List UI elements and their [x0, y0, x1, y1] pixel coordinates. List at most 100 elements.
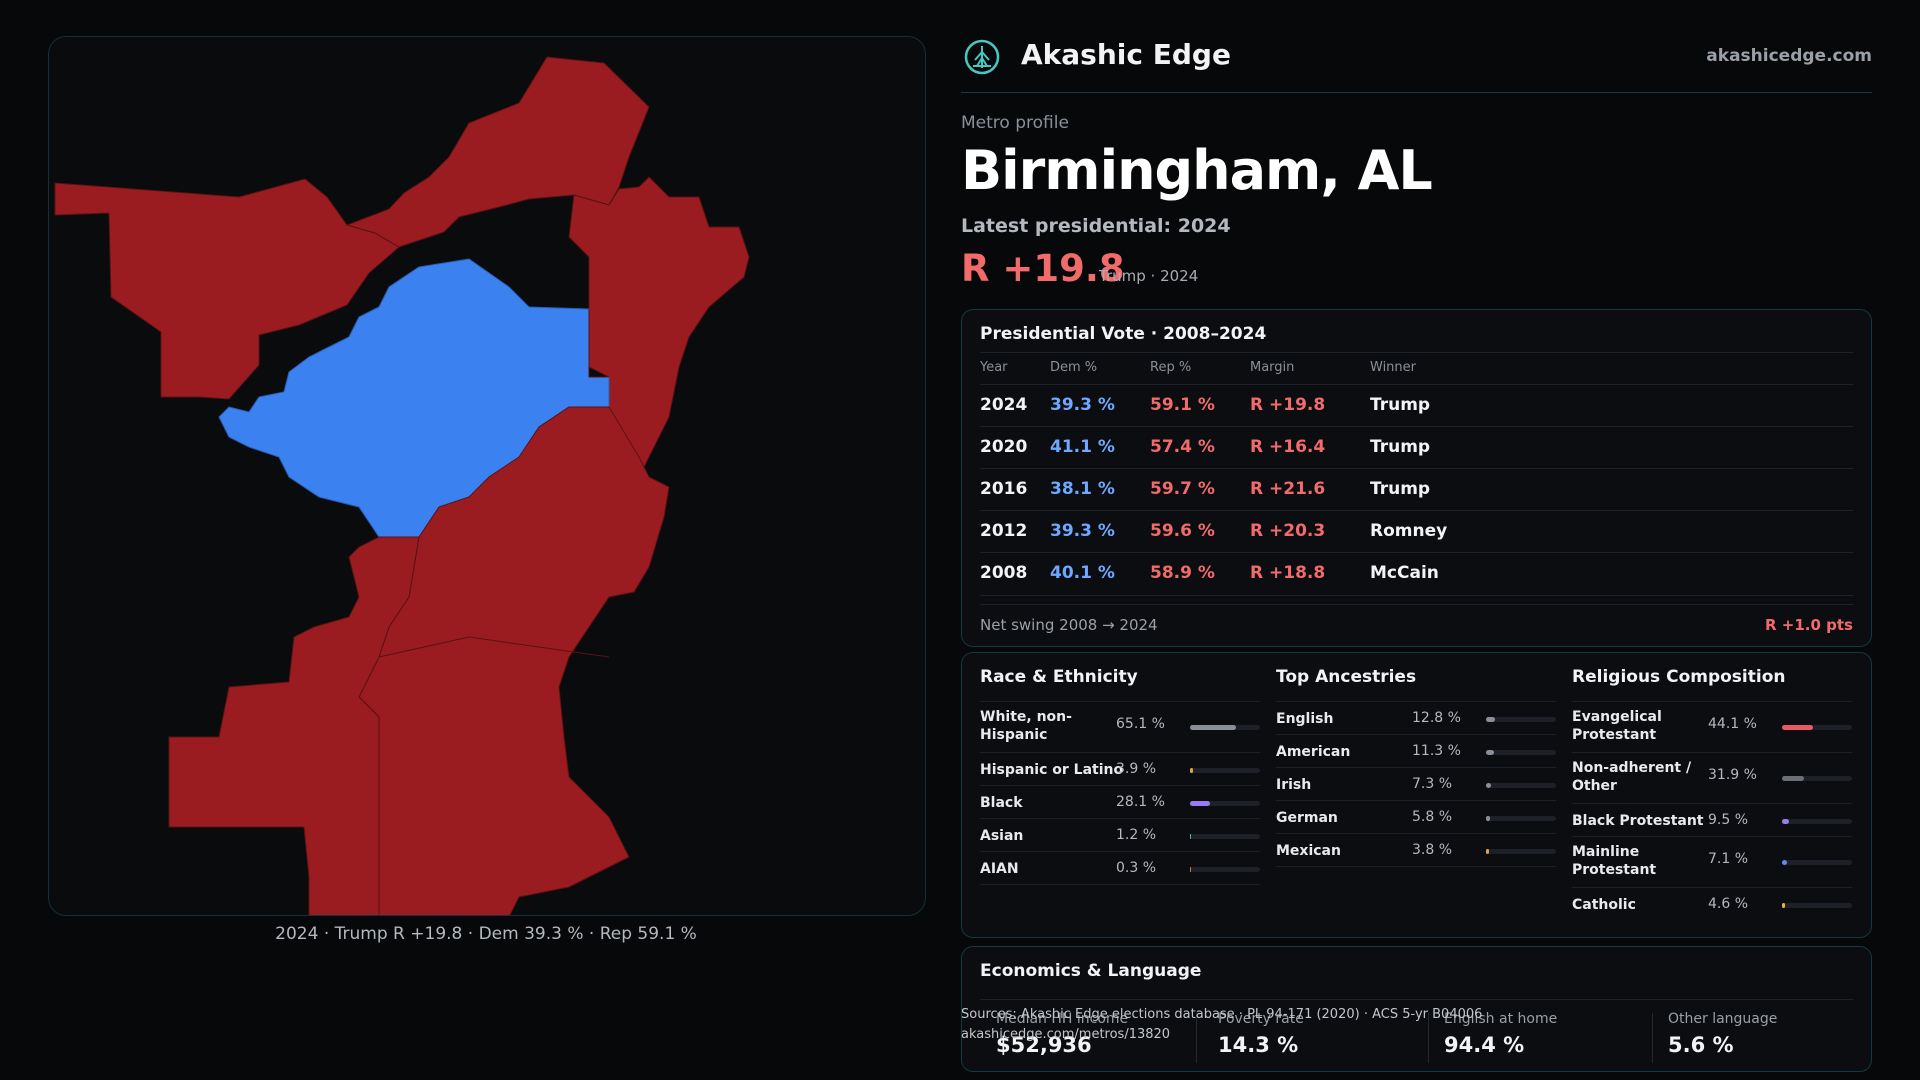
stat-pct: 12.8 % — [1412, 710, 1461, 726]
tree-circle-icon — [963, 38, 1001, 80]
eyebrow-label: Metro profile — [961, 113, 1069, 133]
stat-bar-fill — [1190, 867, 1192, 872]
econ-label: English at home — [1444, 1011, 1558, 1027]
county-border-line — [378, 636, 610, 658]
section-title: Religious Composition — [1572, 667, 1786, 687]
stat-bar — [1486, 717, 1556, 722]
divider — [980, 352, 1853, 353]
stat-name: Mainline Protestant — [1572, 844, 1657, 878]
stat-pct: 44.1 % — [1708, 716, 1757, 732]
winner-cell: Trump — [1370, 479, 1431, 499]
stat-bar — [1782, 860, 1852, 865]
year-cell: 2016 — [980, 479, 1028, 499]
net-swing-value: R +1.0 pts — [1765, 616, 1853, 634]
stat-name: English — [1276, 711, 1334, 727]
econ-label: Other language — [1668, 1011, 1778, 1027]
table-row[interactable]: 2024 39.3 % 59.1 % R +19.8 Trump — [980, 384, 1853, 427]
stat-name: American — [1276, 744, 1351, 760]
stat-name: Catholic — [1572, 897, 1636, 913]
stat-bar-fill — [1486, 717, 1495, 722]
county-north-west[interactable] — [54, 178, 400, 400]
winner-cell: Trump — [1370, 395, 1431, 415]
stat-bar — [1486, 816, 1556, 821]
brand-header: Akashic Edge akashicedge.com — [961, 34, 1872, 93]
stat-name: Black Protestant — [1572, 813, 1704, 829]
county-map[interactable] — [48, 36, 926, 916]
table-row[interactable]: 2012 39.3 % 59.6 % R +20.3 Romney — [980, 510, 1853, 553]
stat-row: English 12.8 % — [1276, 701, 1556, 734]
stat-row: Irish 7.3 % — [1276, 767, 1556, 800]
econ-label: Median HH income — [996, 1011, 1129, 1027]
source-url-link[interactable]: akashicedge.com/metros/13820 — [961, 1027, 1171, 1042]
map-caption: 2024 · Trump R +19.8 · Dem 39.3 % · Rep … — [275, 924, 697, 944]
race-ethnicity-section: Race & Ethnicity White, non-Hispanic 65.… — [980, 667, 1260, 885]
divider — [1652, 1013, 1653, 1063]
stat-name: Evangelical Protestant — [1572, 709, 1662, 743]
table-row[interactable]: 2020 41.1 % 57.4 % R +16.4 Trump — [980, 426, 1853, 469]
stat-pct: 5.8 % — [1412, 809, 1453, 825]
section-title: Race & Ethnicity — [980, 667, 1138, 687]
table-row[interactable]: 2008 40.1 % 58.9 % R +18.8 McCain — [980, 552, 1853, 596]
stat-pct: 4.6 % — [1708, 896, 1749, 912]
dem-cell: 41.1 % — [1050, 437, 1115, 457]
section-title: Top Ancestries — [1276, 667, 1417, 687]
ancestries-section: Top Ancestries English 12.8 % American 1… — [1276, 667, 1556, 867]
sources-note: Sources: Akashic Edge elections database… — [961, 1005, 1482, 1045]
dem-cell: 40.1 % — [1050, 563, 1115, 583]
card-title: Presidential Vote · 2008–2024 — [980, 324, 1267, 344]
latest-margin: R +19.8 Trump · 2024 — [961, 247, 1872, 291]
county-south-east[interactable] — [358, 406, 670, 915]
stat-row: Hispanic or Latino 3.9 % — [980, 752, 1260, 785]
stat-bar-fill — [1782, 776, 1805, 781]
econ-value: 14.3 % — [1218, 1033, 1299, 1057]
stat-bar-fill — [1190, 801, 1210, 806]
stat-name: Mexican — [1276, 843, 1341, 859]
stat-pct: 9.5 % — [1708, 812, 1749, 828]
margin-cell: R +21.6 — [1250, 479, 1326, 499]
sources-line: Sources: Akashic Edge elections database… — [961, 1007, 1483, 1022]
county-north[interactable] — [345, 56, 650, 248]
divider — [980, 604, 1853, 605]
stat-row: Non-adherent / Other 31.9 % — [1572, 752, 1852, 803]
stat-row: Black 28.1 % — [980, 785, 1260, 818]
stat-row: White, non-Hispanic 65.1 % — [980, 701, 1260, 752]
table-row[interactable]: 2016 38.1 % 59.7 % R +21.6 Trump — [980, 468, 1853, 511]
stat-bar-fill — [1190, 768, 1193, 773]
stat-bar-fill — [1486, 750, 1494, 755]
stat-bar-fill — [1486, 816, 1491, 821]
stat-name: White, non-Hispanic — [980, 709, 1072, 743]
year-cell: 2012 — [980, 521, 1028, 541]
county-south-west[interactable] — [168, 536, 420, 915]
margin-cell: R +16.4 — [1250, 437, 1326, 457]
stat-bar — [1190, 725, 1260, 730]
stat-row: Black Protestant 9.5 % — [1572, 803, 1852, 836]
latest-margin-value: R +19.8 — [961, 247, 1125, 290]
econ-median-income: Median HH income $52,936 — [996, 1011, 1206, 1063]
stat-bar — [1486, 783, 1556, 788]
winner-cell: Trump — [1370, 437, 1431, 457]
stat-bar — [1190, 768, 1260, 773]
col-header-margin: Margin — [1250, 360, 1295, 375]
divider — [1196, 1013, 1197, 1063]
stat-pct: 3.9 % — [1116, 761, 1157, 777]
brand-domain-link[interactable]: akashicedge.com — [1706, 46, 1872, 66]
stat-pct: 31.9 % — [1708, 767, 1757, 783]
col-header-dem: Dem % — [1050, 360, 1098, 375]
stat-bar-fill — [1782, 860, 1787, 865]
latest-presidential-label: Latest presidential: 2024 — [961, 215, 1231, 237]
stat-bar-fill — [1190, 725, 1236, 730]
stat-bar — [1782, 725, 1852, 730]
stat-pct: 0.3 % — [1116, 860, 1157, 876]
county-map-svg — [54, 56, 750, 915]
rep-cell: 58.9 % — [1150, 563, 1215, 583]
county-border-line — [588, 309, 609, 378]
dem-cell: 38.1 % — [1050, 479, 1115, 499]
stat-bar-fill — [1782, 903, 1786, 908]
rep-cell: 59.6 % — [1150, 521, 1215, 541]
stat-bar — [1782, 903, 1852, 908]
stat-pct: 28.1 % — [1116, 794, 1165, 810]
stat-bar-fill — [1486, 849, 1489, 854]
stat-row: Asian 1.2 % — [980, 818, 1260, 851]
religion-section: Religious Composition Evangelical Protes… — [1572, 667, 1852, 920]
dem-cell: 39.3 % — [1050, 521, 1115, 541]
